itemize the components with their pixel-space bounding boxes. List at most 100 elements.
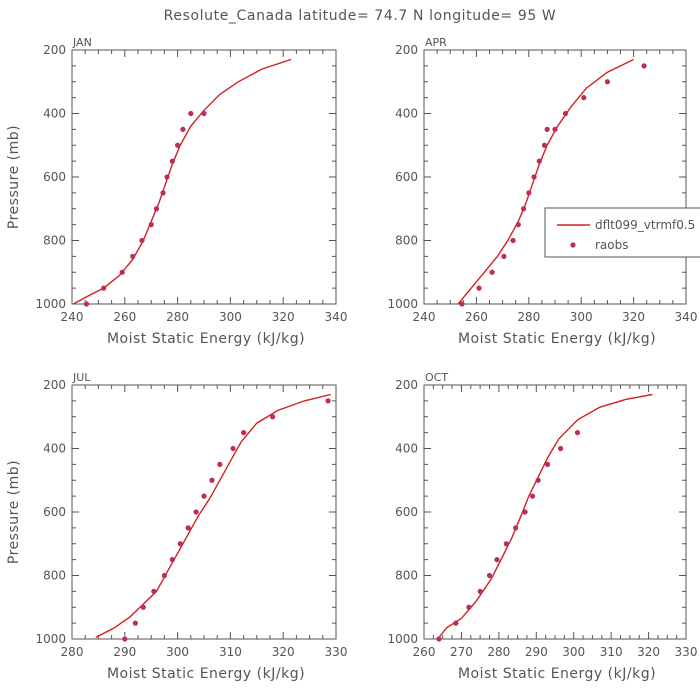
raob-point [153,206,160,212]
y-tick-label: 600 [43,170,66,184]
x-tick-label: 320 [622,310,645,324]
y-tick-label: 400 [395,107,418,121]
raob-point [522,509,528,515]
raob-point [544,461,551,467]
y-tick-label: 600 [43,505,66,519]
raob-point [501,253,507,259]
x-tick-label: 330 [325,645,348,659]
y-axis-label: Pressure (mb) [6,460,22,564]
x-tick-label: 310 [600,645,623,659]
raob-point [552,126,558,132]
raob-point [453,620,459,626]
y-tick-label: 400 [395,442,418,456]
raob-point [130,253,136,259]
raob-point [139,237,145,244]
x-tick-label: 330 [675,645,698,659]
raob-point [209,477,215,483]
panel-oct: OCT 260 270 280 290 300 310 320 330 200 400 600 800 1… [387,371,697,682]
raob-point [160,190,166,196]
x-tick-label: 300 [219,310,242,324]
x-tick-label: 300 [562,645,585,659]
panel-jul: JUL 280 290 300 310 320 330 200 400 600 800 1000 Moi… [6,371,347,682]
x-tick-label: 280 [517,310,540,324]
raob-point [558,445,564,452]
plot-frame [71,384,337,640]
panel-title: JUL [72,371,91,384]
raob-point [169,557,175,563]
raob-point [529,493,536,499]
raob-point [510,237,516,244]
series-line [438,393,653,638]
legend-label-obs: raobs [595,238,629,252]
raob-point [513,525,519,531]
y-tick-label: 1000 [387,632,418,646]
x-tick-label: 320 [272,645,295,659]
raob-point [520,206,527,212]
x-axis-label: Moist Static Energy (kJ/kg) [458,331,656,347]
x-tick-label: 280 [166,310,189,324]
panel-title: OCT [425,371,448,384]
raob-point [193,509,199,515]
x-tick-label: 340 [675,310,698,324]
raob-point [477,588,483,594]
panel-jan: JAN 240 260 280 300 320 340 200 400 600 800 1000 Moi… [6,36,347,347]
x-tick-label: 240 [413,310,436,324]
plot-frame [423,384,687,640]
panel-apr: APR 240 260 280 300 320 340 200 400 600 800 1000 Moi… [387,36,697,347]
raob-point [325,398,331,404]
x-axis-label: Moist Static Energy (kJ/kg) [107,666,305,682]
raob-point [148,222,154,228]
y-axis-label: Pressure (mb) [6,125,22,229]
raob-point [188,110,194,117]
raob-point [201,493,207,499]
y-tick-label: 200 [43,378,66,392]
raob-point [151,588,157,594]
x-tick-label: 270 [450,645,473,659]
raob-point [604,79,611,85]
series-line [95,393,331,639]
x-tick-label: 340 [325,310,348,324]
series-line [457,58,634,304]
y-tick-label: 600 [395,170,418,184]
raob-point [119,269,125,275]
y-tick-label: 200 [395,378,418,392]
x-tick-label: 310 [219,645,242,659]
plot-frame [423,49,687,305]
x-tick-label: 280 [487,645,510,659]
raob-point [101,285,107,291]
raob-point [436,636,442,642]
x-tick-label: 290 [525,645,548,659]
raob-point [526,190,532,196]
raob-point [574,430,581,436]
y-tick-label: 1000 [35,632,66,646]
raob-point [230,445,236,452]
y-tick-label: 400 [43,107,66,121]
x-tick-label: 260 [413,645,436,659]
y-tick-label: 800 [395,234,418,248]
raob-point [185,525,191,531]
raob-point [641,63,647,69]
raob-point [494,557,500,563]
x-tick-label: 260 [465,310,488,324]
x-tick-label: 320 [637,645,660,659]
raob-point [459,301,465,307]
raob-point [536,158,542,164]
raob-point [122,636,128,642]
x-axis-label: Moist Static Energy (kJ/kg) [107,331,305,347]
raob-point [201,110,207,117]
raob-point [241,430,247,436]
raob-point [140,604,146,610]
y-tick-label: 1000 [387,297,418,311]
x-tick-label: 320 [272,310,295,324]
x-tick-label: 300 [166,645,189,659]
raob-point [476,285,482,291]
raob-point [535,477,541,483]
raob-point [270,414,276,420]
legend-dot-swatch [570,242,576,248]
raob-point [503,541,509,547]
raob-point [169,158,175,164]
raob-point [486,572,493,579]
raob-point [164,174,170,180]
